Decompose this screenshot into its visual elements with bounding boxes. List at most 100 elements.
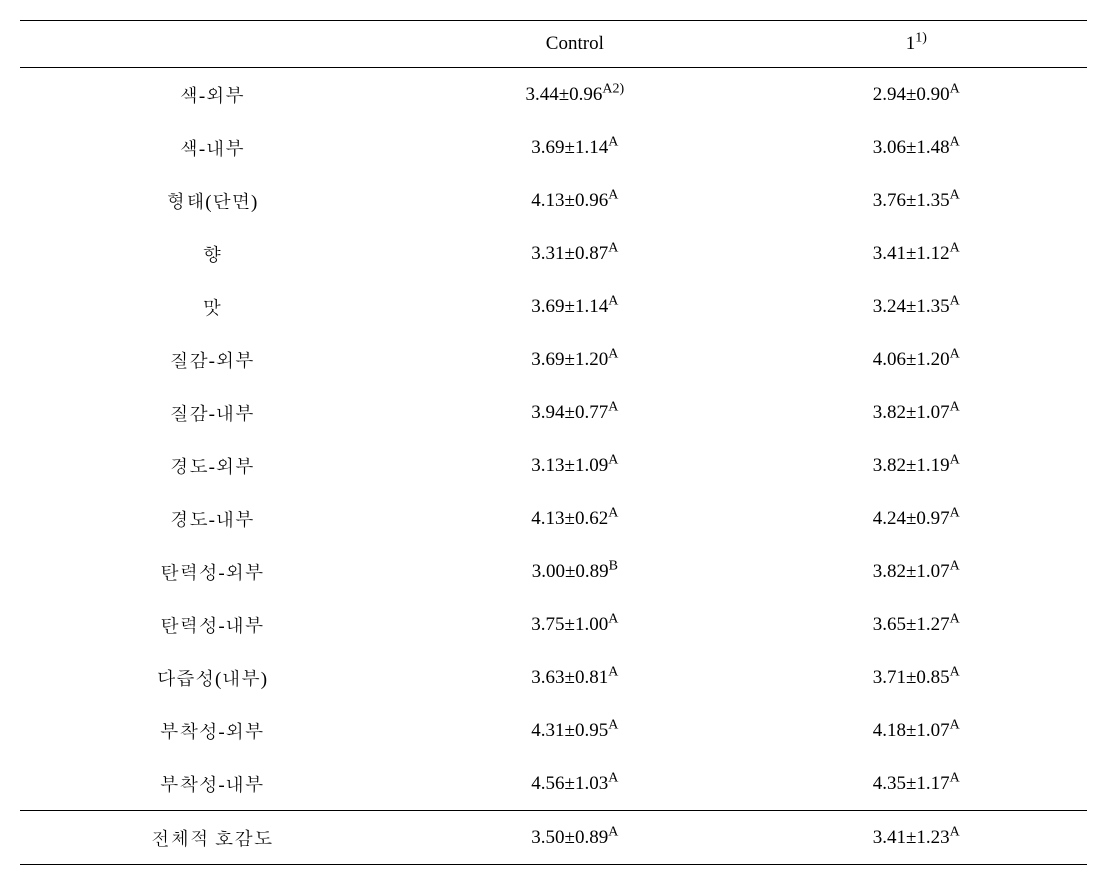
table-row: 색-내부3.69±1.14A3.06±1.48A — [20, 121, 1087, 174]
treatment-value: 4.35±1.17 — [873, 773, 950, 794]
control-sup: A — [608, 240, 618, 255]
row-label: 경도-외부 — [20, 439, 404, 492]
header-col-control: Control — [404, 21, 745, 68]
row-label: 형태(단면) — [20, 174, 404, 227]
header-col-attribute — [20, 21, 404, 68]
control-value: 3.00±0.89 — [532, 561, 609, 582]
treatment-value: 3.06±1.48 — [873, 137, 950, 158]
table-cell: 4.35±1.17A — [746, 757, 1087, 811]
table-cell: 3.94±0.77A — [404, 386, 745, 439]
table-row: 질감-내부3.94±0.77A3.82±1.07A — [20, 386, 1087, 439]
treatment-sup: A — [950, 505, 960, 520]
table-cell: 3.63±0.81A — [404, 651, 745, 704]
table-row: 경도-외부3.13±1.09A3.82±1.19A — [20, 439, 1087, 492]
table-cell: 3.82±1.07A — [746, 545, 1087, 598]
control-value: 4.13±0.62 — [531, 508, 608, 529]
control-value: 3.31±0.87 — [531, 243, 608, 264]
table-row: 향3.31±0.87A3.41±1.12A — [20, 227, 1087, 280]
table-row: 색-외부3.44±0.96A2)2.94±0.90A — [20, 68, 1087, 122]
table-cell: 3.44±0.96A2) — [404, 68, 745, 122]
summary-row: 전체적 호감도3.50±0.89A3.41±1.23A — [20, 811, 1087, 865]
table-row: 형태(단면)4.13±0.96A3.76±1.35A — [20, 174, 1087, 227]
table-row: 경도-내부4.13±0.62A4.24±0.97A — [20, 492, 1087, 545]
table-row: 질감-외부3.69±1.20A4.06±1.20A — [20, 333, 1087, 386]
control-value: 3.44±0.96 — [525, 84, 602, 105]
control-value: 3.13±1.09 — [531, 455, 608, 476]
table-cell: 4.13±0.62A — [404, 492, 745, 545]
control-value: 4.31±0.95 — [531, 720, 608, 741]
control-sup: A — [608, 293, 618, 308]
control-value: 3.69±1.14 — [531, 137, 608, 158]
control-sup: A — [608, 134, 618, 149]
table-cell: 3.50±0.89A — [404, 811, 745, 865]
table-cell: 4.31±0.95A — [404, 704, 745, 757]
table-cell: 2.94±0.90A — [746, 68, 1087, 122]
treatment-value: 3.82±1.07 — [873, 402, 950, 423]
table-cell: 3.82±1.19A — [746, 439, 1087, 492]
treatment-value: 3.41±1.12 — [873, 243, 950, 264]
row-label: 탄력성-외부 — [20, 545, 404, 598]
table-cell: 3.00±0.89B — [404, 545, 745, 598]
table-cell: 3.65±1.27A — [746, 598, 1087, 651]
control-sup: A — [608, 770, 618, 785]
table-row: 부착성-내부4.56±1.03A4.35±1.17A — [20, 757, 1087, 811]
header-sup-treatment: 1) — [915, 31, 927, 46]
treatment-sup: A — [950, 81, 960, 96]
table-cell: 4.13±0.96A — [404, 174, 745, 227]
control-value: 3.75±1.00 — [531, 614, 608, 635]
treatment-value: 4.18±1.07 — [873, 720, 950, 741]
table-row: 탄력성-내부3.75±1.00A3.65±1.27A — [20, 598, 1087, 651]
table-cell: 3.13±1.09A — [404, 439, 745, 492]
control-sup: A — [608, 611, 618, 626]
control-value: 3.94±0.77 — [531, 402, 608, 423]
control-value: 4.56±1.03 — [531, 773, 608, 794]
treatment-value: 3.71±0.85 — [873, 667, 950, 688]
sensory-evaluation-table: Control 11) 색-외부3.44±0.96A2)2.94±0.90A색-… — [20, 20, 1087, 865]
treatment-sup: A — [950, 293, 960, 308]
table-cell: 3.82±1.07A — [746, 386, 1087, 439]
table-cell: 3.41±1.23A — [746, 811, 1087, 865]
control-value: 4.13±0.96 — [531, 190, 608, 211]
table-cell: 4.06±1.20A — [746, 333, 1087, 386]
table-cell: 3.24±1.35A — [746, 280, 1087, 333]
row-label: 질감-외부 — [20, 333, 404, 386]
summary-control-sup: A — [608, 824, 618, 839]
table-row: 맛3.69±1.14A3.24±1.35A — [20, 280, 1087, 333]
treatment-sup: A — [950, 187, 960, 202]
treatment-sup: A — [950, 611, 960, 626]
row-label: 다즙성(내부) — [20, 651, 404, 704]
table-row: 부착성-외부4.31±0.95A4.18±1.07A — [20, 704, 1087, 757]
table-cell: 4.24±0.97A — [746, 492, 1087, 545]
treatment-sup: A — [950, 240, 960, 255]
treatment-value: 3.76±1.35 — [873, 190, 950, 211]
control-value: 3.69±1.20 — [531, 349, 608, 370]
row-label: 부착성-외부 — [20, 704, 404, 757]
table-cell: 4.18±1.07A — [746, 704, 1087, 757]
treatment-sup: A — [950, 134, 960, 149]
treatment-sup: A — [950, 717, 960, 732]
table-cell: 4.56±1.03A — [404, 757, 745, 811]
control-sup: A — [608, 664, 618, 679]
table-cell: 3.75±1.00A — [404, 598, 745, 651]
table-cell: 3.41±1.12A — [746, 227, 1087, 280]
control-value: 3.69±1.14 — [531, 296, 608, 317]
treatment-sup: A — [950, 558, 960, 573]
header-row: Control 11) — [20, 21, 1087, 68]
treatment-sup: A — [950, 452, 960, 467]
control-sup: A2) — [602, 81, 624, 96]
header-label-treatment: 1 — [906, 33, 916, 54]
row-label: 향 — [20, 227, 404, 280]
control-sup: A — [608, 717, 618, 732]
table-cell: 3.69±1.14A — [404, 121, 745, 174]
treatment-value: 2.94±0.90 — [873, 84, 950, 105]
table-cell: 3.06±1.48A — [746, 121, 1087, 174]
row-label: 색-내부 — [20, 121, 404, 174]
treatment-sup: A — [950, 399, 960, 414]
summary-control-value: 3.50±0.89 — [531, 827, 608, 848]
control-sup: A — [608, 399, 618, 414]
control-value: 3.63±0.81 — [531, 667, 608, 688]
row-label: 색-외부 — [20, 68, 404, 122]
treatment-value: 3.82±1.07 — [873, 561, 950, 582]
summary-treatment-sup: A — [950, 824, 960, 839]
control-sup: A — [608, 187, 618, 202]
